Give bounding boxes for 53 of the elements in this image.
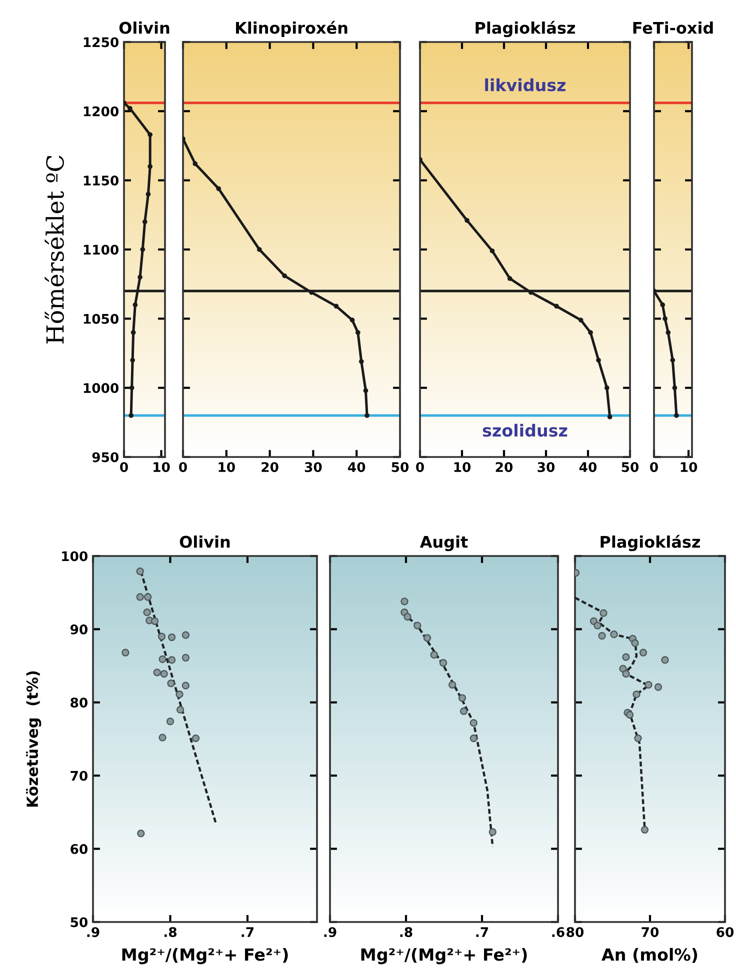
x-tick-label: .8 bbox=[400, 927, 412, 938]
y-tick-label: 1200 bbox=[84, 106, 119, 116]
x-axis-title: An (mol%) bbox=[602, 948, 698, 963]
y-tick-label: 1250 bbox=[84, 37, 119, 48]
y-tick-label: 1050 bbox=[84, 314, 119, 324]
chart-title: Olivin bbox=[119, 22, 170, 34]
x-tick-label: 0 bbox=[416, 462, 424, 472]
x-tick-label: 40 bbox=[348, 462, 366, 472]
x-tick-label: 80 bbox=[566, 927, 584, 938]
y-tick-label: 950 bbox=[92, 452, 119, 462]
x-tick-label: 40 bbox=[579, 462, 597, 472]
chart-title: Augit bbox=[420, 536, 468, 552]
chart-title: Klinopiroxén bbox=[236, 20, 348, 37]
chart-title: Plagioklász bbox=[476, 20, 575, 38]
y-tick-label: 1100 bbox=[84, 244, 119, 255]
x-tick-label: 10 bbox=[454, 462, 471, 472]
y-tick-label: 60 bbox=[70, 844, 88, 854]
x-tick-label: 30 bbox=[304, 462, 322, 472]
chart-title: Olivin bbox=[180, 536, 230, 548]
x-axis-title: Mg²⁺/(Mg²⁺+ Fe²⁺) bbox=[122, 948, 288, 964]
x-tick-label: 0 bbox=[120, 462, 128, 472]
x-tick-label: 0 bbox=[650, 462, 658, 472]
x-tick-label: 60 bbox=[716, 927, 734, 938]
ref-line-label: szolidusz bbox=[482, 424, 568, 437]
x-tick-label: 20 bbox=[496, 462, 513, 472]
y-axis-title: Közetüveg (t%) bbox=[26, 671, 42, 807]
chart-title: Plagioklász bbox=[600, 534, 700, 552]
ref-line-label: likvidusz bbox=[485, 78, 566, 92]
x-tick-label: 70 bbox=[642, 927, 659, 938]
y-tick-label: 90 bbox=[70, 624, 88, 634]
x-tick-label: .8 bbox=[164, 927, 177, 938]
x-tick-label: 10 bbox=[154, 462, 170, 472]
x-tick-label: 10 bbox=[218, 462, 235, 472]
y-tick-label: 50 bbox=[70, 917, 88, 928]
x-tick-label: .7 bbox=[242, 927, 254, 937]
chart-title: FeTi-oxid bbox=[633, 22, 713, 34]
x-tick-label: 30 bbox=[538, 462, 555, 472]
y-tick-label: 1000 bbox=[84, 383, 119, 394]
x-tick-label: .6 bbox=[552, 927, 564, 938]
x-axis-title: Mg²⁺/(Mg²⁺+ Fe²⁺) bbox=[361, 948, 527, 964]
y-tick-label: 100 bbox=[62, 551, 88, 562]
x-tick-label: .9 bbox=[87, 927, 100, 938]
x-tick-label: 0 bbox=[179, 462, 187, 472]
x-tick-label: .9 bbox=[324, 927, 336, 938]
x-tick-label: 10 bbox=[680, 462, 698, 472]
y-tick-label: 1150 bbox=[84, 176, 119, 186]
x-tick-label: 20 bbox=[262, 462, 278, 472]
y-axis-title: Hőmérséklet ºC bbox=[44, 156, 64, 344]
x-tick-label: 50 bbox=[622, 462, 639, 472]
x-tick-label: 50 bbox=[392, 462, 409, 472]
y-tick-label: 70 bbox=[70, 770, 88, 781]
y-tick-label: 80 bbox=[70, 698, 88, 708]
x-tick-label: .7 bbox=[476, 927, 488, 937]
